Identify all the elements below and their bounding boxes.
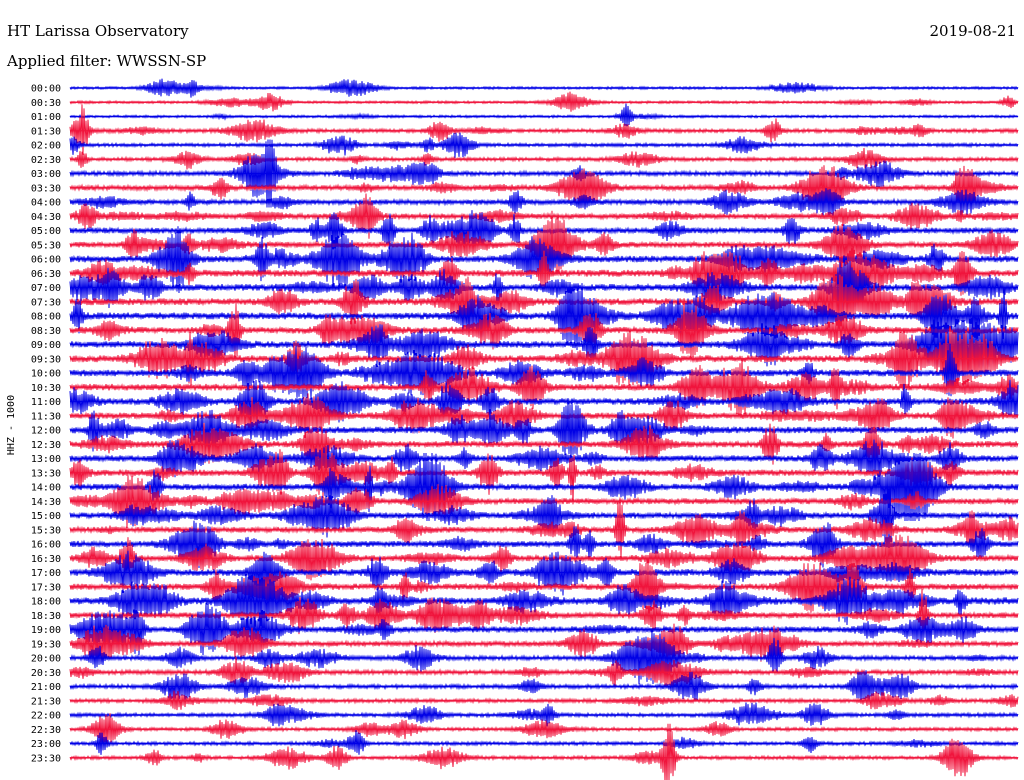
seismic-trace xyxy=(69,103,1019,127)
row-time-label: 01:00 xyxy=(31,112,61,123)
seismic-trace xyxy=(69,602,1019,656)
row-time-label: 16:00 xyxy=(31,540,61,551)
row-time-label: 12:00 xyxy=(31,426,61,437)
seismic-trace xyxy=(69,730,1019,755)
seismic-trace xyxy=(69,422,1019,468)
seismic-trace xyxy=(69,302,1019,361)
seismic-trace xyxy=(69,165,1019,215)
seismic-trace xyxy=(69,481,1019,548)
row-time-label: 14:30 xyxy=(31,497,61,508)
row-time-label: 22:00 xyxy=(31,711,61,722)
seismic-trace xyxy=(69,343,1019,400)
seismic-trace xyxy=(69,248,1019,299)
row-time-label: 18:30 xyxy=(31,611,61,622)
seismic-trace xyxy=(69,446,1019,505)
seismic-trace xyxy=(69,550,1019,596)
seismic-trace xyxy=(69,559,1019,614)
seismic-trace xyxy=(69,534,1019,582)
row-time-label: 21:00 xyxy=(31,682,61,693)
seismic-trace xyxy=(69,259,1019,316)
seismic-trace xyxy=(69,702,1019,727)
row-time-label: 02:30 xyxy=(31,155,61,166)
row-time-label: 15:30 xyxy=(31,525,61,536)
seismic-trace xyxy=(69,91,1019,112)
seismic-trace xyxy=(69,723,1019,780)
row-time-label: 18:00 xyxy=(31,597,61,608)
seismic-trace xyxy=(69,589,1019,637)
row-time-label: 19:30 xyxy=(31,639,61,650)
row-time-label: 06:30 xyxy=(31,269,61,280)
row-time-label: 22:30 xyxy=(31,725,61,736)
row-time-label: 17:00 xyxy=(31,568,61,579)
seismic-trace xyxy=(69,193,1019,239)
row-time-label: 21:30 xyxy=(31,696,61,707)
seismic-trace xyxy=(69,657,1019,689)
seismic-trace xyxy=(69,210,1019,275)
row-time-label: 07:00 xyxy=(31,283,61,294)
seismic-trace xyxy=(69,573,1019,629)
row-time-label: 01:30 xyxy=(31,126,61,137)
row-time-label: 13:00 xyxy=(31,454,61,465)
seismic-trace xyxy=(69,132,1019,158)
seismic-trace xyxy=(69,139,1019,208)
date-label: 2019-08-21 xyxy=(930,22,1016,40)
seismic-trace xyxy=(69,520,1019,569)
row-time-label: 00:00 xyxy=(31,84,61,95)
seismic-trace xyxy=(69,690,1019,711)
trace-group xyxy=(69,78,1019,780)
row-time-label: 04:00 xyxy=(31,198,61,209)
seismic-trace xyxy=(69,629,1019,685)
seismic-trace xyxy=(69,325,1019,388)
row-time-label: 11:30 xyxy=(31,411,61,422)
y-axis-label: HHZ - 1000 xyxy=(6,395,17,455)
filter-label: Applied filter: WWSSN-SP xyxy=(6,52,206,70)
seismic-trace xyxy=(69,281,1019,351)
row-time-label: 03:30 xyxy=(31,183,61,194)
row-time-label: 05:30 xyxy=(31,240,61,251)
row-time-label: 20:00 xyxy=(31,654,61,665)
row-time-label: 08:00 xyxy=(31,312,61,323)
row-time-label: 08:30 xyxy=(31,326,61,337)
seismic-trace xyxy=(69,393,1019,439)
seismic-trace xyxy=(69,147,1019,170)
row-time-label: 03:00 xyxy=(31,169,61,180)
seismic-trace xyxy=(69,670,1019,704)
seismic-trace xyxy=(69,104,1019,155)
row-time-label: 06:00 xyxy=(31,255,61,266)
row-time-label: 19:00 xyxy=(31,625,61,636)
row-time-label: 10:30 xyxy=(31,383,61,394)
row-time-label: 05:00 xyxy=(31,226,61,237)
row-time-label: 13:30 xyxy=(31,468,61,479)
seismic-trace xyxy=(69,439,1019,480)
seismic-trace xyxy=(69,713,1019,746)
seismic-trace xyxy=(69,401,1019,460)
row-time-label: 12:30 xyxy=(31,440,61,451)
seismic-trace xyxy=(69,452,1019,522)
row-time-label: 10:00 xyxy=(31,369,61,380)
row-time-label: 00:30 xyxy=(31,98,61,109)
seismic-trace xyxy=(69,379,1019,424)
row-time-label: 23:30 xyxy=(31,753,61,764)
row-time-label: 17:30 xyxy=(31,582,61,593)
row-time-label: 09:00 xyxy=(31,340,61,351)
row-time-label: 09:30 xyxy=(31,354,61,365)
row-time-label: 23:00 xyxy=(31,739,61,750)
seismic-trace xyxy=(69,498,1019,560)
seismic-trace xyxy=(69,356,1019,417)
row-time-label: 16:30 xyxy=(31,554,61,565)
row-time-label: 02:00 xyxy=(31,141,61,152)
row-time-label: 07:30 xyxy=(31,297,61,308)
tick-label-group: 00:00 00:30 01:00 01:30 02:00 02:30 03:00 03:30… xyxy=(31,84,61,765)
seismic-trace xyxy=(69,188,1019,217)
row-time-label: 04:30 xyxy=(31,212,61,223)
row-time-label: 15:00 xyxy=(31,511,61,522)
row-time-label: 11:00 xyxy=(31,397,61,408)
seismic-trace xyxy=(69,273,1019,336)
row-time-label: 14:00 xyxy=(31,483,61,494)
seismic-trace xyxy=(69,317,1019,372)
row-time-label: 20:30 xyxy=(31,668,61,679)
station-title: HT Larissa Observatory xyxy=(7,22,189,40)
seismic-trace xyxy=(69,623,1019,663)
